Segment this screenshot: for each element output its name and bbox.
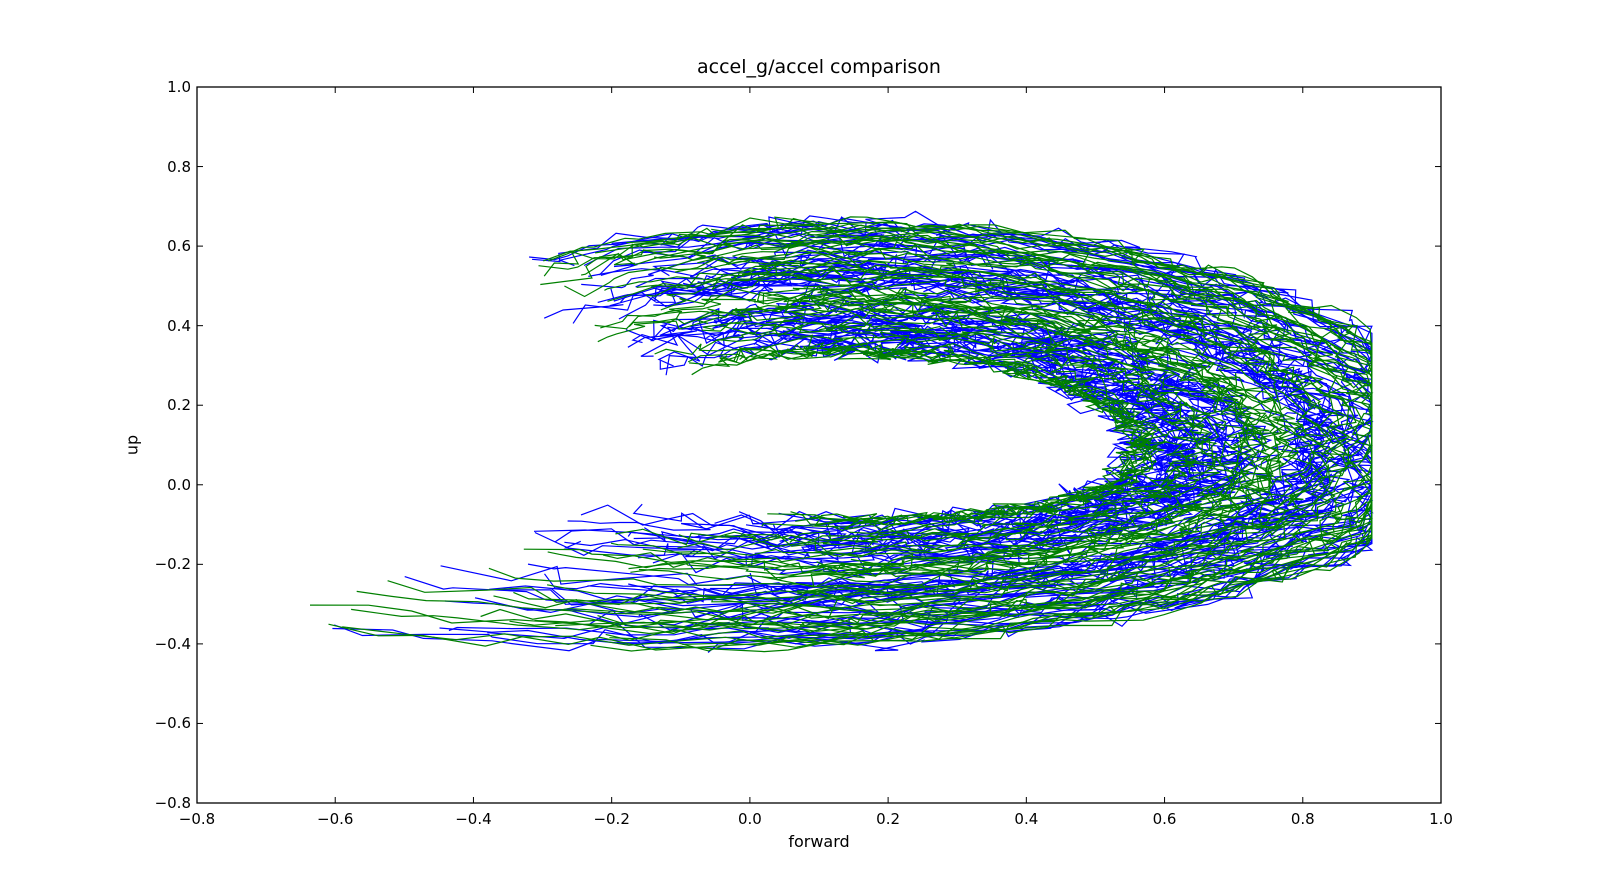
axis-ticks	[196, 86, 1442, 804]
x-axis-label: forward	[788, 832, 850, 851]
x-tick-label: −0.4	[455, 810, 492, 828]
trajectory-line	[646, 270, 1340, 599]
y-tick-label: −0.4	[154, 634, 191, 653]
y-tick-label: 0.2	[167, 396, 191, 415]
trajectory-line	[580, 233, 1373, 633]
y-tick-label: −0.2	[154, 555, 191, 574]
chart-title: accel_g/accel comparison	[697, 56, 941, 78]
trajectory-line	[727, 264, 1352, 597]
y-tick-label: −0.8	[154, 794, 191, 812]
trajectory-line	[493, 260, 1373, 614]
axes-frame	[196, 86, 1442, 804]
trajectory-line	[567, 247, 1373, 626]
trajectory-line	[594, 289, 1290, 576]
series-accel-g-lines	[309, 216, 1374, 653]
trajectory-line	[488, 284, 1315, 588]
trajectory-line	[689, 343, 1152, 527]
trajectory-line	[652, 250, 1373, 615]
y-tick-label: 0.0	[167, 475, 191, 494]
x-tick-label: −0.2	[593, 810, 630, 828]
trajectory-line	[767, 289, 1302, 587]
x-tick-label: 0.4	[1014, 810, 1039, 828]
x-tick-label: 0.2	[876, 810, 901, 828]
trajectory-line	[610, 307, 1246, 558]
trajectory-line	[513, 257, 1360, 607]
x-tick-label: 1.0	[1429, 810, 1453, 828]
x-tick-label: −0.6	[317, 810, 354, 828]
trajectory-line	[733, 343, 1159, 532]
x-tick-label: −0.8	[178, 810, 216, 828]
x-tick-label: 0.8	[1290, 810, 1315, 828]
y-tick-label: 0.6	[167, 237, 191, 256]
trajectory-line	[555, 236, 1373, 632]
y-tick-label: −0.6	[154, 714, 191, 733]
y-tick-label: 0.8	[167, 157, 191, 176]
trajectory-line	[726, 267, 1332, 595]
trajectory-line	[654, 331, 1189, 543]
trajectory-line	[551, 267, 1339, 606]
x-tick-label: 0.0	[737, 810, 762, 828]
trajectory-line	[757, 287, 1307, 588]
y-axis-label: up	[122, 434, 142, 456]
x-tick-label: 0.6	[1152, 810, 1177, 828]
trajectory-line	[699, 334, 1168, 535]
trajectory-line	[642, 310, 1257, 563]
trajectory-line	[586, 259, 1365, 612]
y-tick-label: 0.4	[167, 316, 191, 335]
trajectory-line	[628, 293, 1284, 576]
trajectory-line	[677, 314, 1220, 553]
y-tick-label: 1.0	[167, 78, 191, 96]
trajectory-line	[661, 297, 1270, 570]
